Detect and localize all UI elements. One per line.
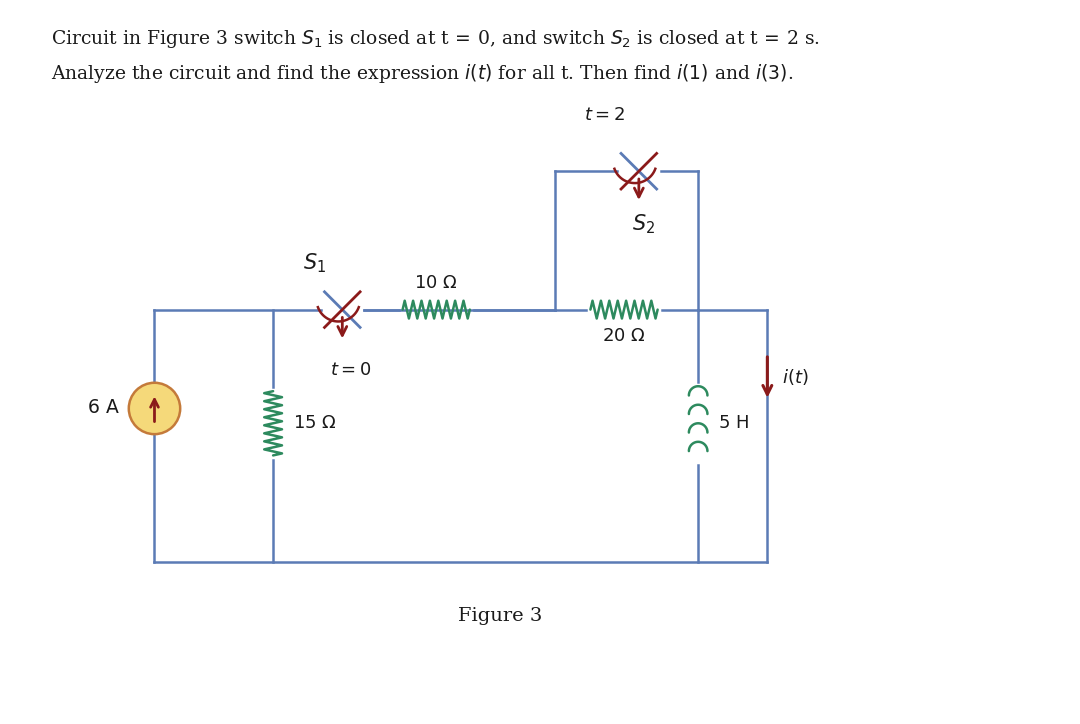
Text: $20\ \Omega$: $20\ \Omega$ [603,327,646,345]
Text: $10\ \Omega$: $10\ \Omega$ [415,274,458,292]
Text: $15\ \Omega$: $15\ \Omega$ [293,414,337,432]
Text: Figure 3: Figure 3 [458,607,542,625]
Text: Circuit in Figure 3 switch $S_1$ is closed at t$\,{=}\,$0, and switch $S_2$ is c: Circuit in Figure 3 switch $S_1$ is clos… [51,28,820,50]
Text: $S_1$: $S_1$ [303,251,326,275]
Text: $i(t)$: $i(t)$ [782,367,809,387]
Text: $S_2$: $S_2$ [632,213,656,236]
Text: $t = 2$: $t = 2$ [584,106,624,124]
Text: $6\ \text{A}$: $6\ \text{A}$ [87,400,120,418]
Text: Analyze the circuit and find the expression $i(t)$ for all t. Then find $i(1)$ a: Analyze the circuit and find the express… [51,62,793,85]
Text: $t = 0$: $t = 0$ [329,361,370,379]
Text: $5\ \text{H}$: $5\ \text{H}$ [718,414,748,432]
Circle shape [129,383,180,434]
